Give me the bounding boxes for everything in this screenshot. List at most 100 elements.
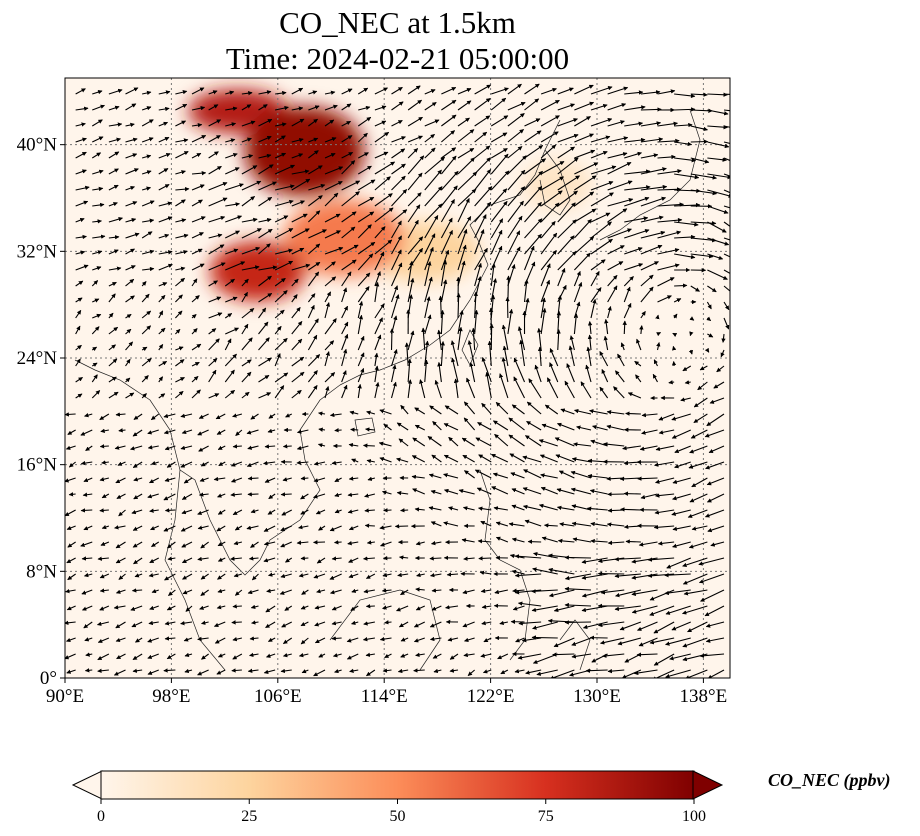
wind-arrow — [275, 248, 293, 255]
wind-arrow — [216, 429, 226, 435]
wind-arrow — [424, 296, 431, 319]
wind-arrow — [307, 354, 321, 367]
wind-arrow — [390, 381, 397, 399]
wind-arrow — [158, 294, 166, 303]
colorbar: 0 25 50 75 100 — [71, 770, 724, 825]
wind-arrow — [80, 460, 93, 466]
wind-arrow — [115, 621, 126, 629]
wind-arrow — [280, 541, 292, 548]
wind-arrow — [96, 621, 110, 626]
wind-arrow — [164, 477, 176, 482]
wind-arrow — [108, 376, 117, 383]
wind-arrow — [191, 375, 199, 383]
wind-arrow — [132, 461, 143, 468]
wind-arrow — [424, 359, 429, 383]
wind-arrow — [457, 326, 463, 351]
wind-arrow — [100, 541, 110, 546]
wind-arrow — [231, 477, 243, 483]
wind-arrow — [251, 620, 259, 625]
wind-arrow — [362, 556, 375, 561]
wind-arrow — [66, 525, 76, 530]
wind-arrow — [241, 323, 249, 335]
wind-arrow — [367, 476, 376, 481]
wind-arrow — [474, 115, 491, 127]
wind-arrow — [75, 376, 83, 383]
wind-arrow — [66, 637, 76, 643]
wind-arrow — [348, 557, 359, 563]
wind-arrow — [274, 215, 289, 223]
wind-arrow — [181, 557, 193, 564]
plume-north-china-core — [244, 106, 365, 197]
wind-arrow — [199, 477, 209, 482]
wind-arrow — [450, 357, 459, 383]
wind-arrow — [391, 235, 402, 255]
wind-arrow — [164, 508, 176, 513]
lon-tick-label: 122°E — [467, 686, 515, 707]
wind-arrow — [430, 572, 442, 578]
lat-tick-label: 8°N — [26, 561, 57, 582]
wind-arrow — [149, 477, 160, 484]
wind-arrow — [166, 541, 176, 549]
wind-arrow — [365, 652, 375, 657]
wind-arrow — [362, 637, 375, 642]
wind-arrow — [363, 621, 375, 626]
wind-arrow — [267, 637, 276, 642]
wind-arrow — [258, 337, 270, 351]
korea — [539, 149, 571, 216]
wind-arrow — [357, 87, 369, 95]
wind-arrow — [175, 186, 190, 192]
wind-arrow — [421, 327, 426, 351]
wind-arrow — [158, 233, 170, 239]
wind-arrow — [461, 538, 475, 543]
wind-arrow — [148, 620, 159, 626]
coastlines — [74, 109, 701, 671]
wind-arrow — [99, 477, 110, 482]
wind-arrow — [424, 156, 446, 175]
wind-arrow — [167, 556, 176, 561]
wind-arrow — [158, 184, 170, 191]
wind-arrow — [191, 343, 202, 351]
wind-arrow — [241, 180, 262, 191]
wind-arrow — [65, 445, 76, 450]
wind-arrow — [115, 557, 126, 564]
wind-arrow — [308, 210, 321, 223]
wind-arrow — [275, 105, 289, 111]
wind-arrow — [163, 413, 176, 419]
wind-arrow — [440, 217, 453, 239]
wind-arrow — [125, 392, 135, 399]
wind-arrow — [208, 262, 226, 271]
wind-arrow — [350, 605, 359, 611]
wind-arrow — [407, 358, 412, 383]
wind-arrow — [132, 525, 143, 531]
wind-arrow — [198, 492, 209, 497]
wind-arrow — [149, 508, 159, 513]
wind-arrow — [250, 509, 259, 514]
gridlines — [65, 78, 730, 678]
wind-arrow — [366, 458, 376, 464]
wind-arrow — [296, 445, 309, 451]
wind-arrow — [324, 246, 344, 255]
wind-arrow — [308, 105, 320, 111]
wind-arrow — [374, 334, 382, 351]
colorbar-tick-label: 50 — [390, 808, 406, 825]
wind-arrow — [75, 280, 84, 287]
wind-arrow — [391, 163, 406, 175]
wind-arrow — [84, 637, 93, 642]
wind-arrow — [274, 372, 289, 383]
wind-arrow — [424, 186, 443, 207]
wind-arrow — [258, 392, 272, 399]
wind-arrow — [307, 318, 319, 335]
wind-arrow — [341, 305, 349, 319]
wind-arrow — [247, 476, 259, 481]
wind-arrow — [334, 428, 342, 433]
wind-arrow — [430, 489, 442, 495]
wind-arrow — [125, 232, 140, 239]
wind-arrow — [99, 588, 109, 593]
wind-arrow — [474, 229, 485, 255]
wind-arrow — [407, 247, 423, 271]
colorbar-tick-label: 0 — [97, 808, 105, 825]
wind-arrow — [391, 262, 403, 287]
wind-arrow — [334, 492, 342, 497]
wind-arrow — [99, 413, 110, 421]
wind-arrow — [151, 541, 160, 548]
